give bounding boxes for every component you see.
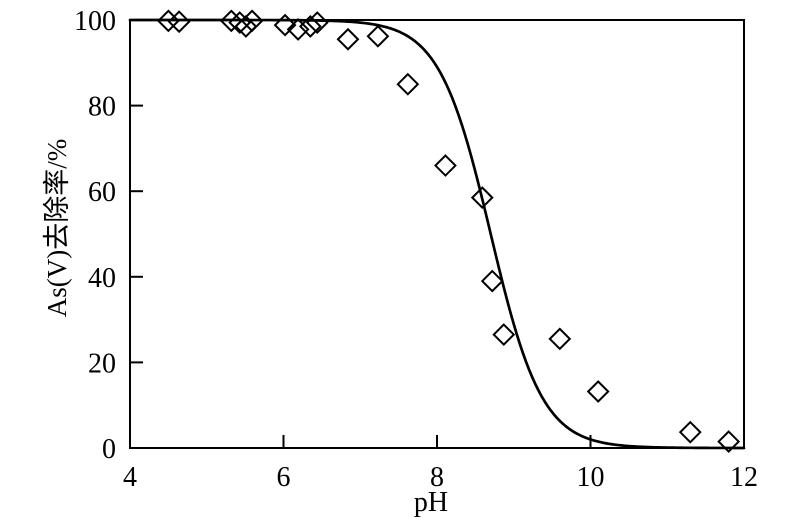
data-point-marker [480,269,504,293]
data-point-marker [366,24,390,48]
data-point-marker [156,9,180,33]
data-point-marker [470,186,494,210]
data-point-marker [717,430,741,453]
plot-area: 0 20 40 60 80 100 4 6 8 10 12 [74,6,758,493]
data-point-marker [234,15,258,38]
y-tick-label: 80 [88,92,116,123]
data-point-marker [167,10,191,34]
x-tick-label: 8 [430,462,444,493]
fit-curve [128,18,746,450]
data-point-marker [586,380,610,403]
data-point-marker [396,72,420,96]
data-point-marker [286,18,310,41]
data-point-marker [240,9,264,33]
y-tick-label: 60 [88,177,116,208]
data-point-marker [273,13,297,37]
data-point-marker [219,9,243,33]
x-tick-label: 6 [277,462,291,493]
y-tick-label: 20 [88,348,116,379]
data-point-marker [298,15,322,38]
data-point-marker [434,154,457,177]
x-tick-label: 12 [730,462,758,493]
x-tick-label: 10 [577,462,605,493]
x-axis-label: pH [414,487,448,518]
data-point-marker [305,11,329,34]
data-point-marker [336,27,360,51]
y-tick-label: 40 [88,263,116,294]
y-axis-label: As(V)去除率/% [42,139,72,317]
data-point-marker [678,420,702,444]
y-tick-label: 0 [102,434,116,465]
data-point-marker [228,11,252,34]
plot-border [129,19,745,449]
data-point-marker [492,323,516,346]
data-point-marker [548,327,572,351]
x-tick-label: 4 [123,462,137,493]
y-tick-label: 100 [74,6,116,37]
